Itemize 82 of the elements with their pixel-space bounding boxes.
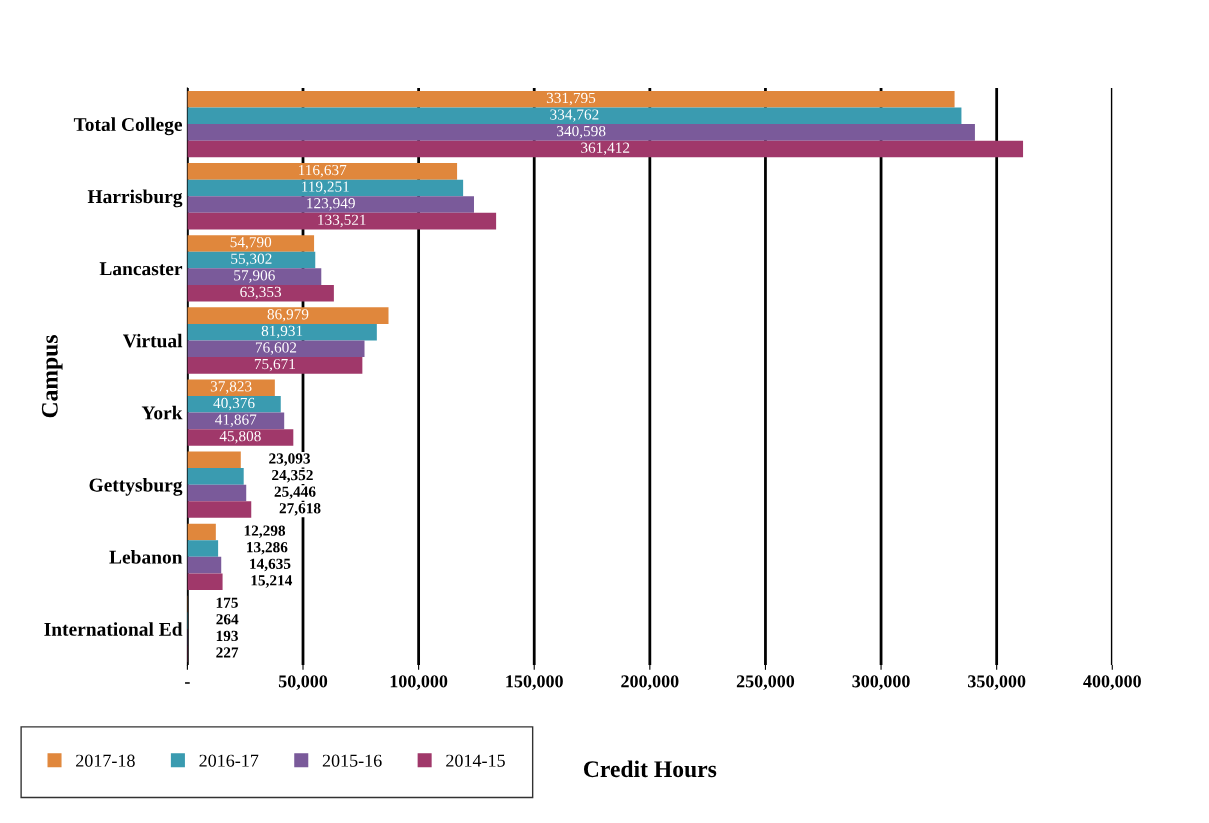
data-label: 55,302 [231,253,272,267]
bar [187,124,975,141]
y-tick-label: Total College [73,117,183,136]
x-tick-label: 400,000 [1083,675,1141,691]
data-label: 15,214 [251,575,293,588]
data-label: 45,808 [219,430,261,444]
x-tick-label: 350,000 [968,675,1026,691]
data-label: 227 [216,647,239,658]
data-label: 23,093 [269,453,311,466]
data-label: 123,949 [307,198,355,211]
legend-label: 2015-16 [322,754,382,767]
bar [187,251,316,269]
data-label: 63,353 [240,286,282,300]
data-label: 27,618 [279,503,321,516]
bar [187,212,497,230]
y-tick-label: York [141,405,183,420]
data-label: 193 [216,630,238,642]
data-label: 25,446 [274,486,316,500]
bar [187,468,244,485]
data-label: 175 [216,597,238,608]
bar [187,540,219,557]
bar [187,395,281,413]
y-tick-label: Gettysburg [89,477,183,496]
bar [187,323,377,341]
data-label: 119,251 [302,181,349,194]
data-label: 37,823 [210,381,252,394]
x-tick-label: 50,000 [278,675,328,691]
data-label: 40,376 [213,397,255,411]
bar [187,107,962,125]
bar [187,556,222,574]
x-tick-label: 300,000 [852,675,910,691]
bar [187,163,458,180]
y-tick-label: Lebanon [109,550,183,564]
x-tick-label: 150,000 [506,675,563,691]
data-label: 81,931 [261,325,303,339]
y-tick-label: Harrisburg [87,189,183,208]
bar [187,340,365,358]
x-tick-label: 200,000 [621,675,679,691]
data-label: 54,790 [230,236,272,250]
bar [187,573,223,590]
data-label: 24,352 [272,469,313,483]
data-label: 75,671 [254,358,295,372]
bar [187,484,247,502]
x-axis-title: Credit Hours [583,760,717,778]
data-label: 86,979 [267,309,309,322]
data-label: 76,602 [255,342,297,355]
x-tick-label: 100,000 [390,675,448,691]
data-label: 334,762 [550,109,599,122]
data-label: 13,286 [247,542,288,555]
bar [187,179,464,197]
x-tick-label: - [185,682,190,684]
bar [187,523,216,541]
bar [187,379,275,396]
y-axis-title: Campus [41,335,63,418]
y-tick-label: Lancaster [99,262,183,276]
data-label: 12,298 [244,525,286,538]
bar [187,501,252,518]
data-label: 14,635 [250,558,291,572]
bar [187,140,1024,158]
legend-label: 2016-17 [199,754,259,767]
bar [187,357,363,374]
data-label: 116,637 [299,164,347,178]
data-label: 133,521 [318,214,366,228]
bar [187,307,389,324]
legend-label: 2017-18 [76,754,135,767]
bar [187,196,474,213]
bar [187,268,322,285]
data-label: 340,598 [557,125,606,139]
bar [187,451,241,469]
bar [187,284,334,302]
data-label: 331,795 [546,92,596,106]
data-label: 41,867 [215,414,257,427]
y-tick-label: Virtual [122,333,183,348]
bar [187,235,315,252]
data-label: 57,906 [234,270,275,283]
bar [187,90,955,108]
legend-label: 2014-15 [446,754,505,767]
y-tick-label: International Ed [44,622,183,636]
data-label: 361,412 [581,142,630,156]
bar [187,429,294,446]
data-label: 264 [216,614,239,625]
x-tick-label: 250,000 [736,675,795,691]
